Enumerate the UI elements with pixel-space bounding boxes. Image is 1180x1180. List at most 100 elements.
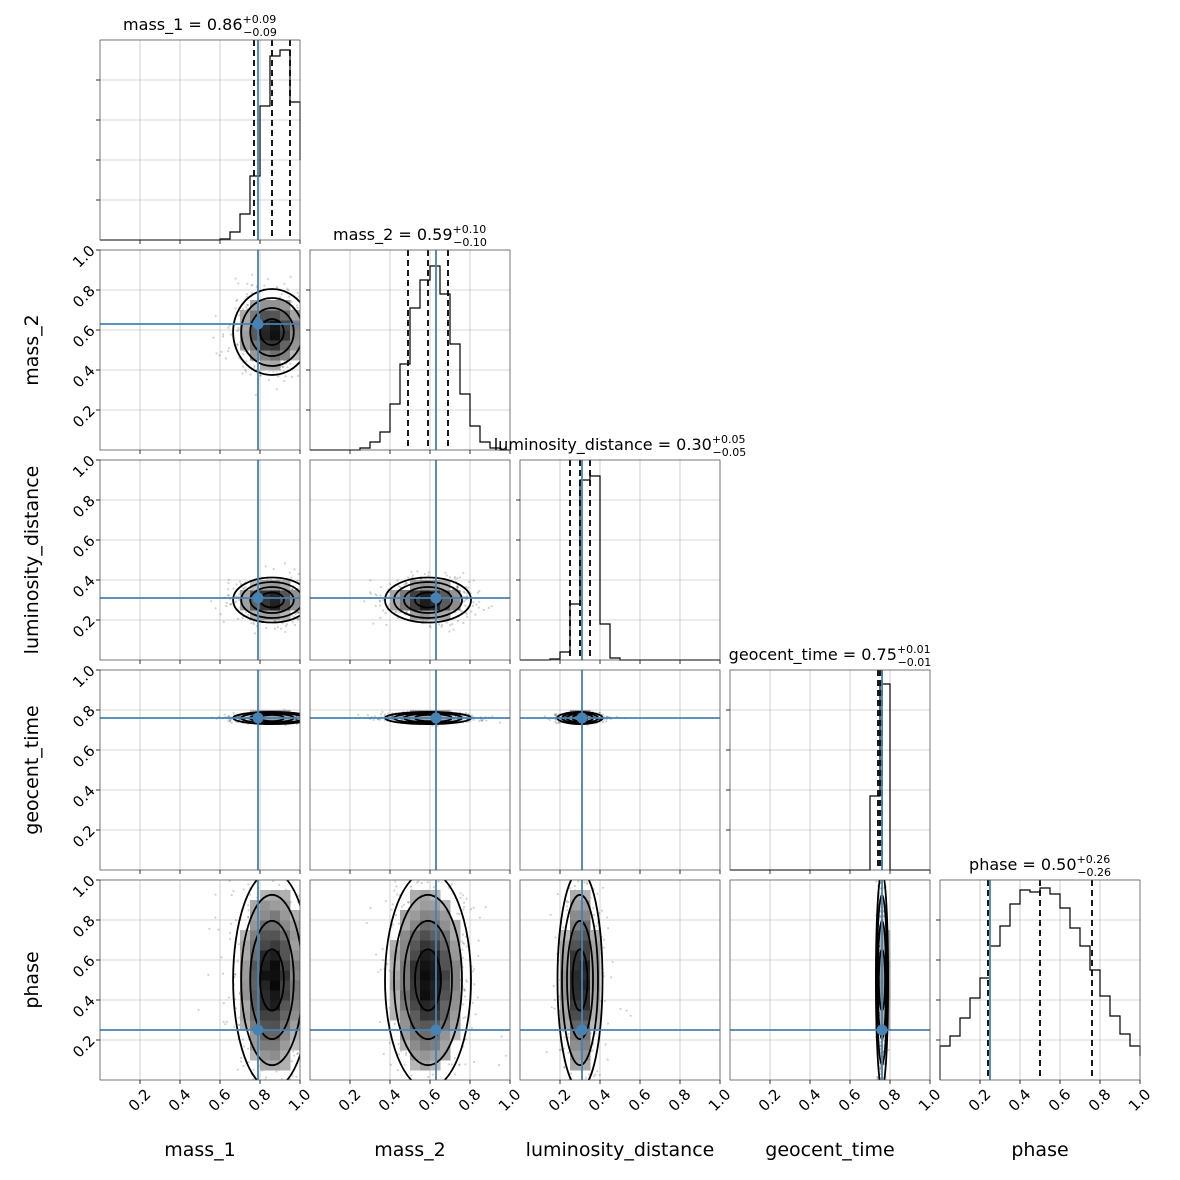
sample-point	[379, 616, 382, 619]
sample-point	[236, 329, 239, 333]
density-cell	[250, 910, 261, 921]
sample-point	[433, 855, 435, 857]
sample-point	[477, 954, 480, 958]
sample-point	[274, 1100, 276, 1102]
sample-point	[477, 606, 480, 609]
sample-point	[301, 1034, 303, 1036]
sample-point	[592, 913, 596, 917]
sample-point	[275, 285, 278, 289]
title-plus-error: +0.09	[243, 13, 277, 26]
sample-point	[374, 604, 377, 607]
sample-point	[565, 899, 568, 903]
sample-point	[241, 1038, 244, 1041]
density-cell	[440, 960, 451, 971]
sample-point	[573, 1087, 575, 1089]
sample-point	[272, 880, 275, 883]
sample-point	[285, 623, 288, 626]
sample-point	[449, 864, 451, 866]
sample-point	[407, 576, 410, 579]
sample-point	[574, 854, 576, 856]
sample-point	[235, 583, 238, 586]
sample-point	[238, 1016, 241, 1019]
sample-point	[416, 1085, 418, 1087]
sample-point	[239, 582, 243, 585]
sample-point	[629, 1014, 632, 1017]
sample-point	[243, 587, 246, 590]
contour-level	[384, 880, 472, 1080]
sample-point	[329, 605, 331, 607]
sample-point	[268, 1083, 270, 1085]
density-cell	[440, 920, 451, 931]
sample-point	[472, 906, 475, 909]
density-cell	[250, 330, 261, 341]
sample-point	[463, 591, 466, 594]
density-cell	[260, 930, 271, 941]
sample-point	[606, 1058, 609, 1061]
sample-point	[244, 586, 247, 589]
sample-point	[222, 333, 225, 336]
sample-point	[573, 884, 576, 887]
sample-point	[470, 1026, 474, 1030]
sample-point	[229, 719, 232, 722]
sample-point	[474, 613, 477, 616]
density-cell	[240, 330, 251, 341]
density-cell	[280, 1060, 291, 1071]
sample-point	[456, 619, 459, 623]
density-cell	[290, 970, 300, 981]
sample-point	[222, 1002, 225, 1005]
sample-point	[304, 347, 306, 349]
sample-point	[313, 715, 315, 717]
sample-point	[427, 1075, 430, 1079]
title-plus-error: +0.01	[897, 643, 931, 656]
sample-point	[398, 585, 401, 589]
sample-point	[259, 374, 262, 377]
panel-mass_1-luminosity_distance	[96, 459, 339, 664]
sample-point	[282, 365, 285, 369]
sample-point	[337, 600, 339, 602]
sample-point	[283, 562, 287, 565]
sample-point	[463, 995, 466, 998]
density-cell	[240, 590, 251, 601]
panel-title: mass_2 = 0.59+0.10 −0.10	[333, 223, 487, 249]
density-cell	[420, 590, 431, 601]
density-cell	[260, 1040, 271, 1051]
sample-point	[611, 960, 614, 963]
sample-point	[271, 1083, 273, 1085]
panel-mass_1-mass_1: mass_1 = 0.86+0.09 −0.09	[96, 13, 301, 244]
sample-point	[369, 579, 372, 582]
density-cell	[240, 970, 251, 981]
panel-frame	[309, 669, 511, 871]
sample-point	[322, 613, 324, 615]
sample-point	[264, 1076, 268, 1079]
sample-point	[476, 996, 479, 999]
sample-point	[543, 715, 546, 718]
sample-point	[477, 939, 480, 942]
contour-level	[240, 581, 300, 619]
density-cell	[250, 930, 261, 941]
sample-point	[426, 881, 429, 884]
sample-point	[246, 282, 249, 285]
contour-level	[232, 288, 300, 376]
density-cell	[260, 960, 271, 971]
sample-point	[238, 580, 242, 583]
sample-point	[444, 571, 447, 574]
sample-point	[318, 607, 320, 609]
truth-marker	[252, 1024, 264, 1036]
sample-point	[312, 1022, 314, 1024]
contour-level	[232, 880, 300, 1080]
density-cell	[260, 940, 271, 951]
density-cell	[270, 910, 281, 921]
contour-level	[403, 919, 453, 1041]
panel-luminosity_distance-phase	[519, 854, 721, 1089]
sample-point	[224, 1023, 227, 1026]
sample-point	[230, 843, 232, 845]
contour-level	[249, 307, 295, 357]
sample-point	[423, 572, 427, 576]
density-cell	[410, 920, 421, 931]
sample-point	[320, 595, 322, 597]
sample-point	[456, 586, 459, 589]
density-cell	[440, 1020, 451, 1031]
density-cell	[280, 600, 291, 611]
density-cell	[420, 1020, 431, 1031]
sample-point	[304, 613, 306, 615]
